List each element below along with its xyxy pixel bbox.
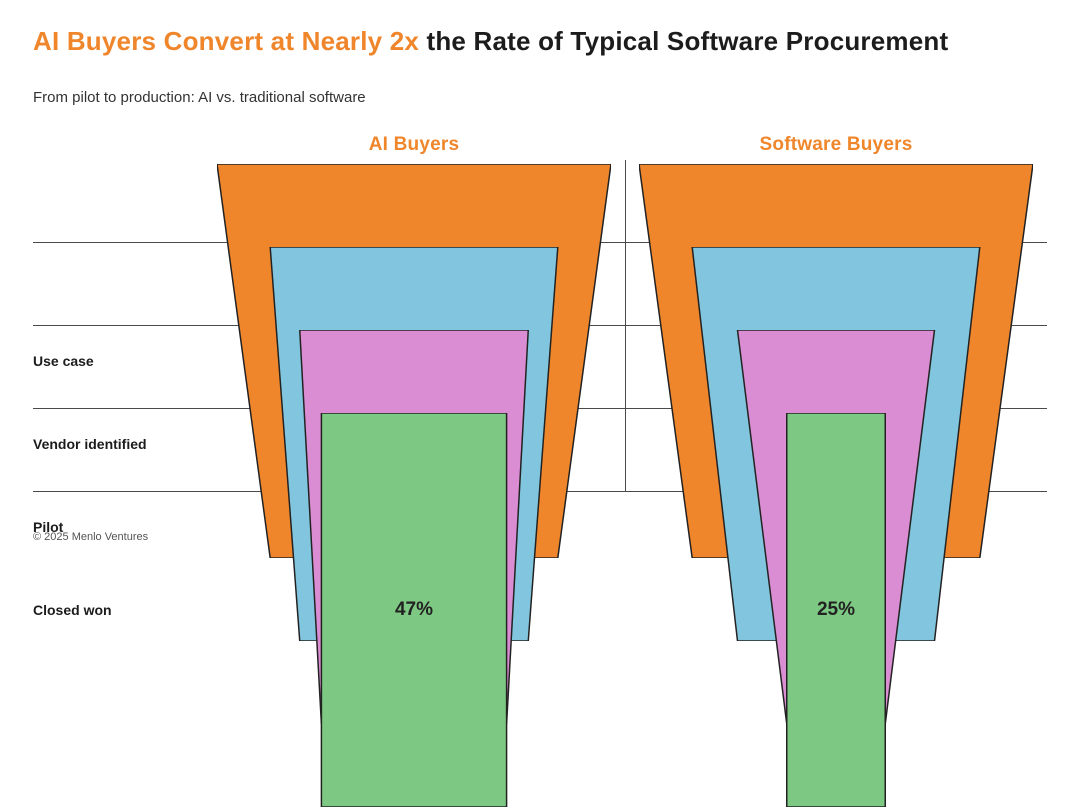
- funnel-segment-shape: [639, 413, 1033, 808]
- infographic-page: AI Buyers Convert at Nearly 2x the Rate …: [33, 26, 1047, 808]
- funnel-chart: AI Buyers Software Buyers Use case100%10…: [33, 130, 1047, 808]
- stage-label: Vendor identified: [33, 436, 147, 453]
- chart-subtitle: From pilot to production: AI vs. traditi…: [33, 89, 366, 107]
- funnel-segment: 47%: [203, 409, 625, 811]
- funnel-row: Vendor identified73%73%: [33, 243, 1047, 642]
- stage-label: Pilot: [33, 519, 64, 536]
- funnel-row: Use case100%100%: [33, 160, 1047, 559]
- stage-label: Closed won: [33, 602, 112, 619]
- funnel-row: Closed won 47% 25%: [33, 409, 1047, 808]
- funnel-row: Pilot58%50%: [33, 326, 1047, 725]
- stage-label: Use case: [33, 353, 94, 370]
- page-title: AI Buyers Convert at Nearly 2x the Rate …: [33, 26, 1047, 57]
- column-divider: [625, 160, 626, 493]
- copyright: © 2025 Menlo Ventures: [33, 531, 149, 543]
- funnel-rows: Use case100%100%Vendor identified73%73%P…: [33, 160, 1047, 808]
- funnel-segment: 25%: [625, 409, 1047, 811]
- funnel-segment-shape: [217, 413, 611, 808]
- chart-header: AI Buyers Software Buyers: [33, 130, 1047, 160]
- title-highlight: AI Buyers Convert at Nearly 2x: [33, 26, 420, 56]
- column-title-ai-buyers: AI Buyers: [368, 134, 460, 156]
- column-title-software-buyers: Software Buyers: [759, 134, 913, 156]
- title-rest: the Rate of Typical Software Procurement: [419, 26, 949, 56]
